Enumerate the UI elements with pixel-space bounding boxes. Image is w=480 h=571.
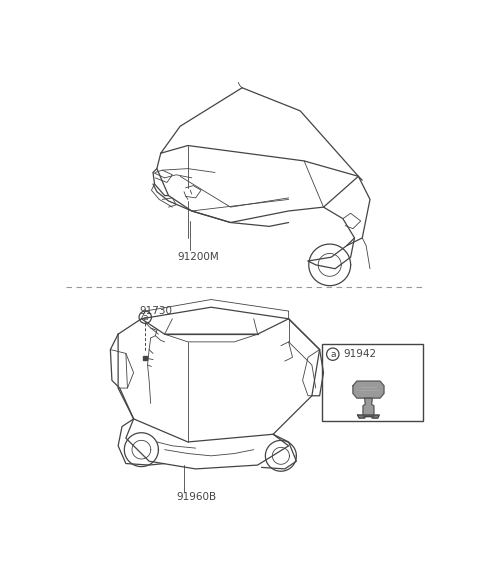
Text: 91960B: 91960B	[176, 492, 216, 502]
Text: a: a	[330, 349, 336, 359]
Polygon shape	[358, 415, 379, 418]
Text: 91942: 91942	[343, 349, 376, 359]
Polygon shape	[363, 398, 374, 417]
Polygon shape	[353, 381, 384, 398]
Text: a: a	[143, 313, 148, 321]
Text: 91730: 91730	[139, 305, 172, 316]
Bar	[322, 344, 423, 421]
Text: 91200M: 91200M	[178, 252, 219, 262]
